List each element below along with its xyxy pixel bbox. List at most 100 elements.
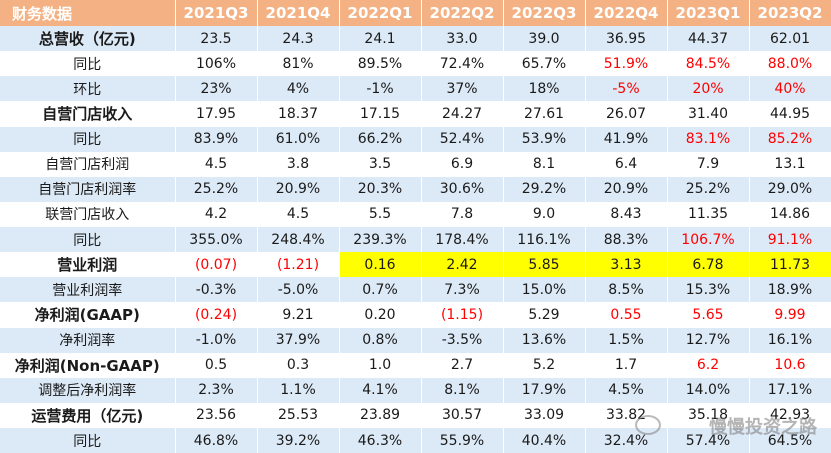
table-cell: 89.5% bbox=[339, 51, 422, 77]
table-cell: 20.9% bbox=[257, 176, 340, 202]
header-quarter: 2023Q1 bbox=[667, 0, 750, 26]
row-label: 净利润(Non-GAAP) bbox=[0, 352, 176, 378]
table-cell: 1.5% bbox=[585, 327, 668, 353]
table-row: 环比 23% 4% -1% 37% 18% -5% 20% 40% bbox=[0, 76, 831, 102]
table-cell: 5.29 bbox=[503, 302, 586, 328]
table-cell: 116.1% bbox=[503, 227, 586, 253]
header-quarter: 2023Q2 bbox=[749, 0, 831, 26]
table-cell: 24.3 bbox=[257, 26, 340, 52]
table-cell: 355.0% bbox=[175, 227, 258, 253]
row-label: 同比 bbox=[0, 126, 176, 152]
row-label: 营业利润 bbox=[0, 252, 176, 278]
table-cell: 0.16 bbox=[339, 252, 422, 278]
table-cell: 106% bbox=[175, 51, 258, 77]
table-row: 同比 106% 81% 89.5% 72.4% 65.7% 51.9% 84.5% 88.0% bbox=[0, 51, 831, 77]
table-cell: 248.4% bbox=[257, 227, 340, 253]
table-cell: 88.3% bbox=[585, 227, 668, 253]
table-cell: 20.9% bbox=[585, 176, 668, 202]
table-cell: 6.4 bbox=[585, 151, 668, 177]
table-cell: 9.21 bbox=[257, 302, 340, 328]
table-cell: 30.6% bbox=[421, 176, 504, 202]
table-cell: 11.35 bbox=[667, 201, 750, 227]
table-cell: 91.1% bbox=[749, 227, 831, 253]
table-cell: 44.37 bbox=[667, 26, 750, 52]
table-cell: 25.53 bbox=[257, 402, 340, 428]
table-cell: 4.2 bbox=[175, 201, 258, 227]
table-cell: 6.9 bbox=[421, 151, 504, 177]
table-cell: 8.1% bbox=[421, 377, 504, 403]
table-row: 净利润率 -1.0% 37.9% 0.8% -3.5% 13.6% 1.5% 12.7% 16.… bbox=[0, 327, 831, 353]
table-cell: 85.2% bbox=[749, 126, 831, 152]
table-cell: 88.0% bbox=[749, 51, 831, 77]
row-label: 自营门店收入 bbox=[0, 101, 176, 127]
table-cell: 39.0 bbox=[503, 26, 586, 52]
table-cell: 23.5 bbox=[175, 26, 258, 52]
table-cell: 35.18 bbox=[667, 402, 750, 428]
table-cell: 84.5% bbox=[667, 51, 750, 77]
table-cell: 9.99 bbox=[749, 302, 831, 328]
table-cell: 8.43 bbox=[585, 201, 668, 227]
table-cell: 40% bbox=[749, 76, 831, 102]
table-cell: 29.0% bbox=[749, 176, 831, 202]
row-label: 同比 bbox=[0, 227, 176, 253]
header-label-column: 财务数据 bbox=[0, 0, 176, 26]
table-cell: 20.3% bbox=[339, 176, 422, 202]
table-cell: 55.9% bbox=[421, 428, 504, 453]
table-cell: 1.0 bbox=[339, 352, 422, 378]
row-label: 净利润率 bbox=[0, 327, 176, 353]
table-cell: 42.93 bbox=[749, 402, 831, 428]
table-cell: 83.1% bbox=[667, 126, 750, 152]
table-cell: 2.3% bbox=[175, 377, 258, 403]
header-quarter: 2022Q4 bbox=[585, 0, 668, 26]
table-cell: 5.2 bbox=[503, 352, 586, 378]
table-row: 净利润(GAAP) (0.24) 9.21 0.20 (1.15) 5.29 0.55 5.6… bbox=[0, 302, 831, 328]
table-cell: 33.0 bbox=[421, 26, 504, 52]
table-cell: 11.73 bbox=[749, 252, 831, 278]
table-row: 自营门店收入 17.95 18.37 17.15 24.27 27.61 26.07 31.4… bbox=[0, 101, 831, 127]
table-cell: -3.5% bbox=[421, 327, 504, 353]
table-cell: 66.2% bbox=[339, 126, 422, 152]
table-row: 总营收（亿元) 23.5 24.3 24.1 33.0 39.0 36.95 44.37 62.… bbox=[0, 26, 831, 52]
row-label: 自营门店利润率 bbox=[0, 176, 176, 202]
table-cell: 17.9% bbox=[503, 377, 586, 403]
table-cell: 16.1% bbox=[749, 327, 831, 353]
table-cell: 61.0% bbox=[257, 126, 340, 152]
table-cell: 17.95 bbox=[175, 101, 258, 127]
row-label: 环比 bbox=[0, 76, 176, 102]
table-row: 运营费用（亿元) 23.56 25.53 23.89 30.57 33.09 33.82 35… bbox=[0, 402, 831, 428]
table-cell: 3.13 bbox=[585, 252, 668, 278]
table-cell: 30.57 bbox=[421, 402, 504, 428]
table-cell: 9.0 bbox=[503, 201, 586, 227]
table-row: 自营门店利润 4.5 3.8 3.5 6.9 8.1 6.4 7.9 13.1 bbox=[0, 151, 831, 177]
table-cell: (1.15) bbox=[421, 302, 504, 328]
table-cell: -1.0% bbox=[175, 327, 258, 353]
table-cell: 46.3% bbox=[339, 428, 422, 453]
table-cell: 2.42 bbox=[421, 252, 504, 278]
table-row: 同比 83.9% 61.0% 66.2% 52.4% 53.9% 41.9% 83.1% 85.… bbox=[0, 126, 831, 152]
table-cell: 83.9% bbox=[175, 126, 258, 152]
table-cell: -5.0% bbox=[257, 277, 340, 303]
row-label: 同比 bbox=[0, 51, 176, 77]
table-cell: 5.65 bbox=[667, 302, 750, 328]
table-cell: 4.5 bbox=[257, 201, 340, 227]
table-cell: 33.09 bbox=[503, 402, 586, 428]
table-cell: -1% bbox=[339, 76, 422, 102]
table-cell: 1.7 bbox=[585, 352, 668, 378]
table-cell: 1.1% bbox=[257, 377, 340, 403]
table-row: 营业利润率 -0.3% -5.0% 0.7% 7.3% 15.0% 8.5% 15.3% 18.… bbox=[0, 277, 831, 303]
table-cell: 26.07 bbox=[585, 101, 668, 127]
table-cell: 14.0% bbox=[667, 377, 750, 403]
row-label: 联营门店收入 bbox=[0, 201, 176, 227]
table-cell: -5% bbox=[585, 76, 668, 102]
table-cell: 20% bbox=[667, 76, 750, 102]
table-cell: 4.1% bbox=[339, 377, 422, 403]
table-cell: 51.9% bbox=[585, 51, 668, 77]
watermark: 慢慢投资之路 bbox=[709, 417, 817, 438]
table-cell: 13.6% bbox=[503, 327, 586, 353]
table-row: 净利润(Non-GAAP) 0.5 0.3 1.0 2.7 5.2 1.7 6.2 10.6 bbox=[0, 352, 831, 378]
table-cell: 24.1 bbox=[339, 26, 422, 52]
table-cell: 81% bbox=[257, 51, 340, 77]
table-cell: 6.78 bbox=[667, 252, 750, 278]
table-cell: 36.95 bbox=[585, 26, 668, 52]
table-cell: 178.4% bbox=[421, 227, 504, 253]
